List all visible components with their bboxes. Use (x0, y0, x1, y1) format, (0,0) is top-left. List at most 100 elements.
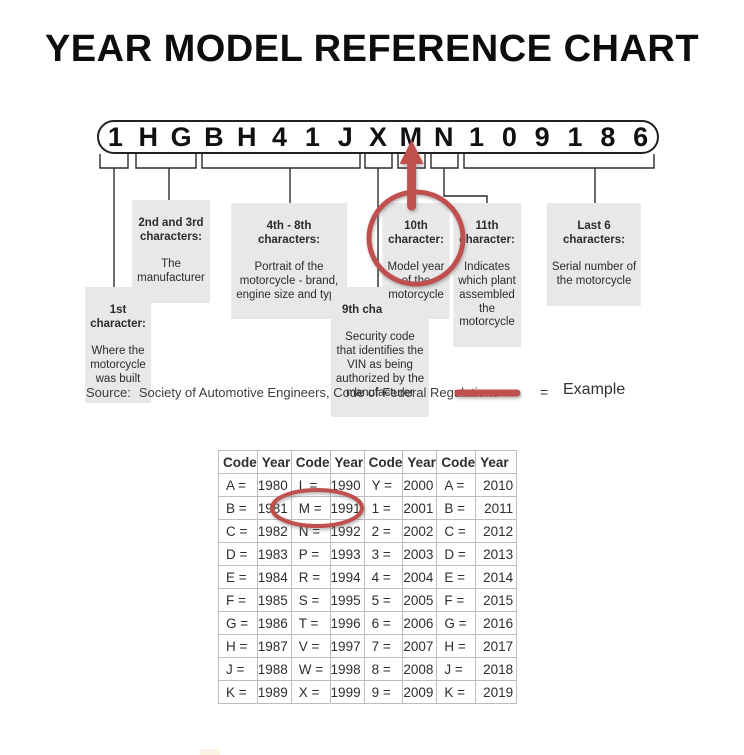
table-cell: G = (436, 611, 477, 635)
table-row: B = 1981 M = 1991 1 = 2001 B = 2011 (218, 496, 518, 520)
vin-character: 1 (567, 122, 583, 152)
stem-11th (443, 168, 488, 203)
table-cell: 1997 (329, 634, 365, 658)
table-cell: 2009 (402, 680, 438, 704)
table-cell: 2007 (402, 634, 438, 658)
table-cell: 2011 (475, 496, 518, 520)
table-cell: W = (290, 657, 331, 681)
table-header: Year (256, 450, 292, 474)
vin-character: H (138, 122, 158, 152)
page-title: YEAR MODEL REFERENCE CHART (44, 28, 700, 70)
table-row: F = 1985 S = 1995 5 = 2005 F = 2015 (218, 588, 518, 612)
table-cell: 1988 (256, 657, 292, 681)
callout-heading: 4th - 8th characters: (257, 219, 320, 246)
vin-character: 4 (272, 122, 288, 152)
vin-character: 0 (501, 122, 517, 152)
table-cell: X = (290, 680, 331, 704)
table-cell: 2015 (475, 588, 518, 612)
vin-character: G (170, 122, 192, 152)
table-row: G = 1986 T = 1996 6 = 2006 G = 2016 (218, 611, 518, 635)
table-cell: M = (290, 496, 331, 520)
equals-sign: = (540, 384, 549, 400)
table-cell: H = (436, 634, 477, 658)
table-cell: 1984 (256, 565, 292, 589)
table-cell: 1992 (329, 519, 365, 543)
table-cell: Y = (363, 473, 404, 497)
vin-character: X (369, 122, 388, 152)
table-cell: 2000 (402, 473, 438, 497)
table-cell: 2003 (402, 542, 438, 566)
bracket-2nd-3rd (135, 154, 197, 169)
table-cell: 2004 (402, 565, 438, 589)
table-cell: 3 = (363, 542, 404, 566)
table-cell: 2012 (475, 519, 518, 543)
vin-character: M (399, 122, 423, 152)
table-cell: 1980 (256, 473, 292, 497)
source-label: Source: (86, 385, 131, 400)
bracket-11th (430, 154, 459, 169)
vin-character: 1 (107, 122, 123, 152)
callout-body: Security code that identifies the VIN as… (335, 331, 425, 399)
table-cell: J = (218, 657, 258, 681)
table-row: D = 1983 P = 1993 3 = 2003 D = 2013 (218, 542, 518, 566)
callout-body: Portrait of the motorcycle - brand, engi… (236, 261, 342, 301)
table-header-row: Code Year Code Year Code Year Code Year (218, 450, 518, 474)
table-cell: C = (436, 519, 477, 543)
callout-heading: 2nd and 3rd characters: (138, 216, 204, 243)
table-cell: C = (218, 519, 258, 543)
table-cell: 1995 (329, 588, 365, 612)
callout-11th-character: 11th character: Indicates which plant as… (453, 203, 521, 347)
table-cell: 2013 (475, 542, 518, 566)
table-cell: D = (436, 542, 477, 566)
bottom-edge-artifact (200, 749, 220, 755)
table-cell: 2008 (402, 657, 438, 681)
table-cell: 1990 (329, 473, 365, 497)
table-cell: 2001 (402, 496, 438, 520)
table-cell: 1998 (329, 657, 365, 681)
table-cell: A = (218, 473, 258, 497)
callout-body: Indicates which plant assembled the moto… (458, 261, 516, 329)
table-header: Year (329, 450, 365, 474)
table-cell: 2005 (402, 588, 438, 612)
table-cell: E = (436, 565, 477, 589)
table-cell: 5 = (363, 588, 404, 612)
table-row: E = 1984 R = 1994 4 = 2004 E = 2014 (218, 565, 518, 589)
bracket-4th-8th (201, 154, 361, 169)
table-cell: G = (218, 611, 258, 635)
callout-4th-8th-characters: 4th - 8th characters: Portrait of the mo… (231, 203, 347, 320)
table-cell: 2017 (475, 634, 518, 658)
callout-heading: 11th character: (459, 219, 515, 246)
callout-heading: Last 6 characters: (562, 219, 625, 246)
year-code-table: Code Year Code Year Code Year Code Year A = 1980… (218, 450, 518, 704)
vin-character: 9 (534, 122, 550, 152)
vin-character: 8 (600, 122, 616, 152)
callout-1st-character: 1st character: Where the motorcycle was … (85, 287, 151, 404)
table-cell: 1993 (329, 542, 365, 566)
callout-body: Where the motorcycle was built (90, 345, 146, 385)
callout-2nd-3rd-characters: 2nd and 3rd characters: The manufacturer (132, 200, 210, 303)
table-cell: 2 = (363, 519, 404, 543)
table-header: Code (218, 450, 258, 474)
callout-body: Serial number of the motorcycle (551, 261, 637, 287)
table-cell: B = (218, 496, 258, 520)
bracket-1st (99, 154, 129, 169)
table-cell: 8 = (363, 657, 404, 681)
callout-body: The manufacturer (137, 258, 205, 284)
callout-heading: 1st character: (90, 303, 146, 330)
table-cell: L = (290, 473, 331, 497)
table-row: K = 1989 X = 1999 9 = 2009 K = 2019 (218, 680, 518, 704)
bracket-last6 (463, 154, 655, 169)
vin-character: J (337, 122, 353, 152)
table-header: Year (475, 450, 518, 474)
table-header: Year (402, 450, 438, 474)
table-cell: 1982 (256, 519, 292, 543)
table-cell: K = (218, 680, 258, 704)
table-cell: F = (436, 588, 477, 612)
callout-heading: 10th character: (388, 219, 444, 246)
example-label: Example (563, 381, 626, 398)
callout-10th-character: 10th character: Model year of the motorc… (382, 203, 450, 320)
table-cell: 2019 (475, 680, 518, 704)
table-cell: 1994 (329, 565, 365, 589)
table-cell: 1 = (363, 496, 404, 520)
